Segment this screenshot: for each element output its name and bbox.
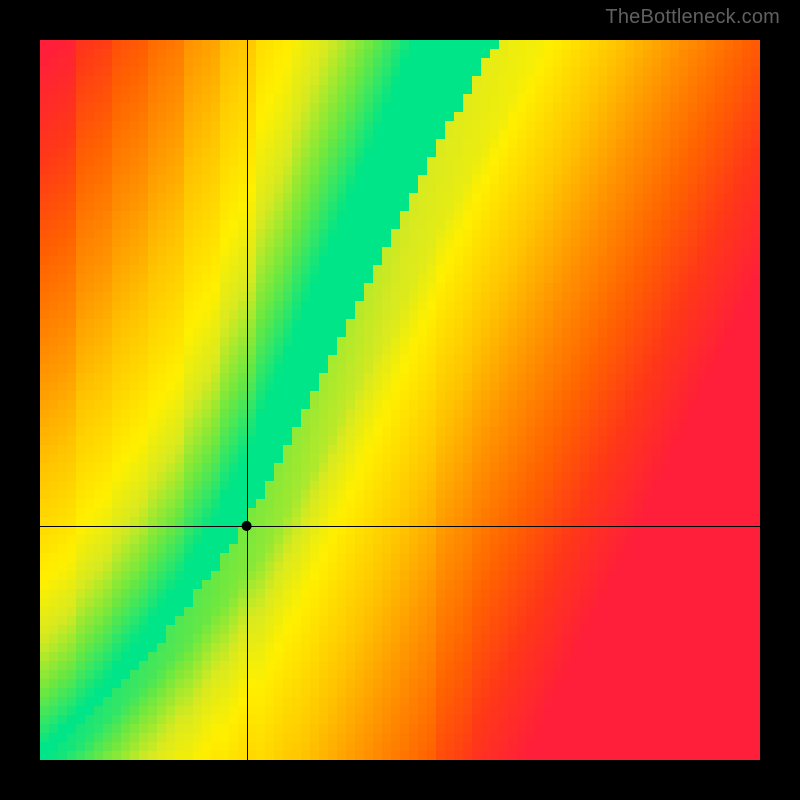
watermark-text: TheBottleneck.com: [605, 6, 780, 29]
heatmap-plot: [40, 40, 760, 760]
chart-container: TheBottleneck.com: [0, 0, 800, 800]
heatmap-canvas: [40, 40, 760, 760]
